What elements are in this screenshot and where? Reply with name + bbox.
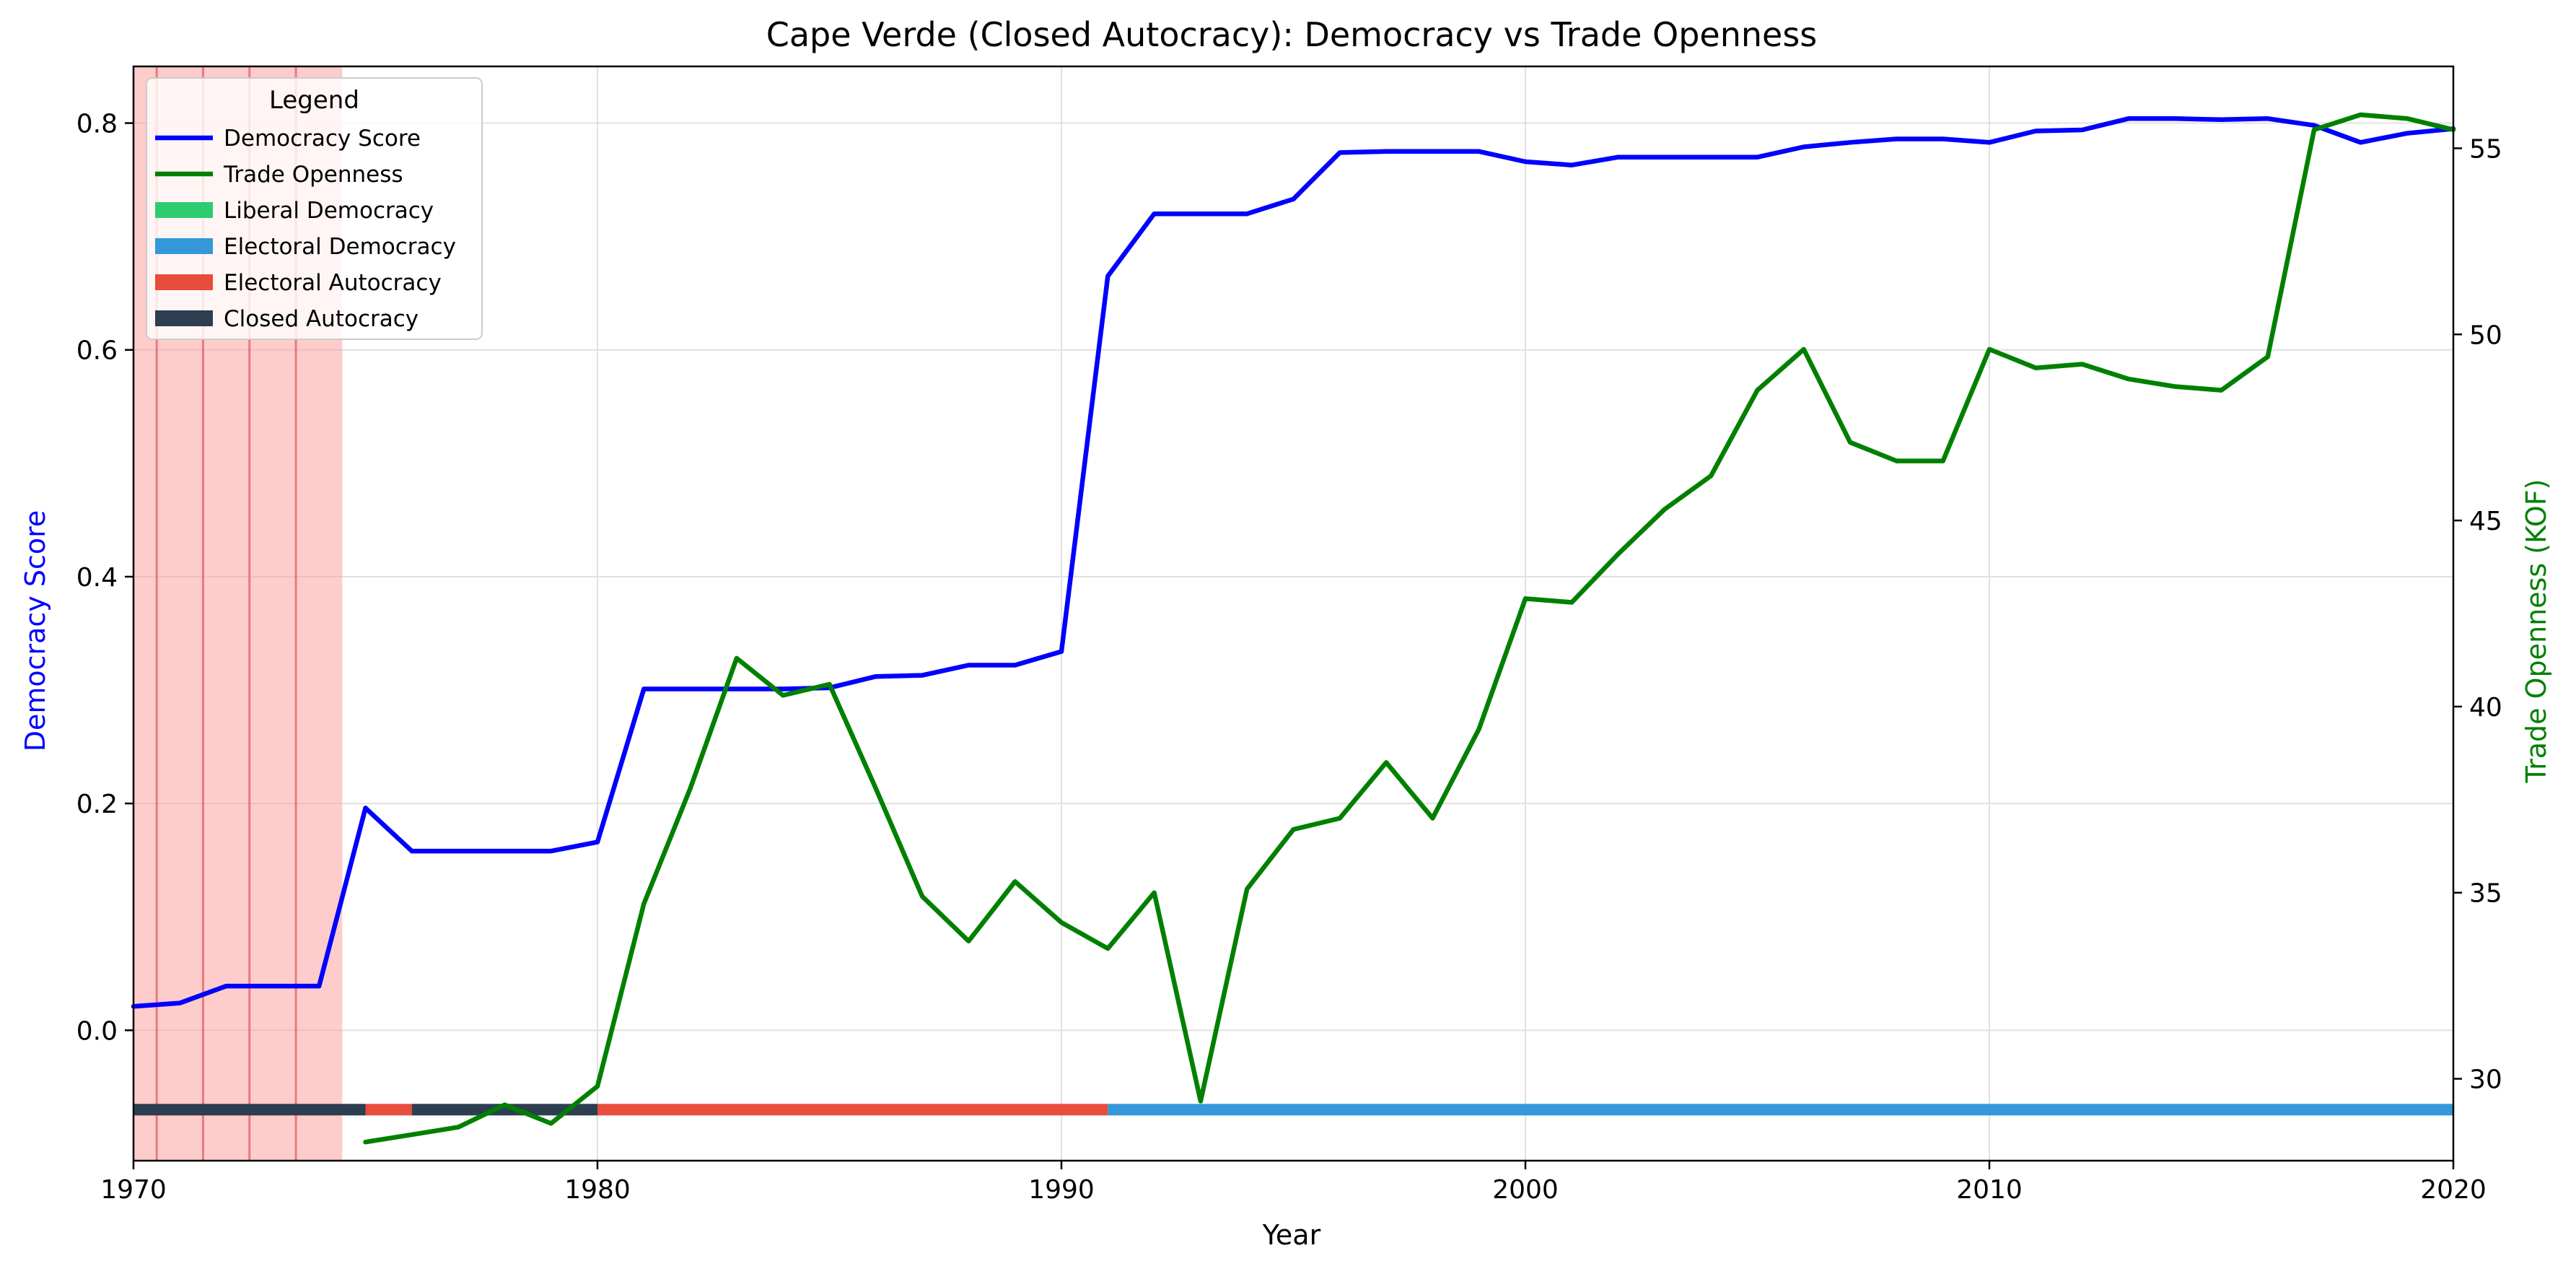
y-tick-label-right: 40 — [2469, 693, 2502, 723]
legend-swatch-electoral-democracy — [155, 238, 213, 254]
regime-bar-segment — [1108, 1104, 2453, 1116]
legend: Legend Democracy Score Trade Openness Liber… — [146, 77, 483, 340]
legend-label-electoral-autocracy: Electoral Autocracy — [224, 270, 442, 296]
legend-box — [146, 77, 483, 340]
chart-title: Cape Verde (Closed Autocracy): Democracy… — [766, 15, 1818, 54]
x-tick-label: 1990 — [1028, 1175, 1095, 1205]
legend-label-trade-openness: Trade Openness — [223, 162, 403, 188]
regime-bar-segment — [411, 1104, 597, 1116]
y-tick-label-right: 55 — [2469, 134, 2502, 164]
x-axis-label: Year — [1262, 1219, 1321, 1251]
x-tick-label: 2020 — [2420, 1175, 2487, 1205]
x-tick-label: 2010 — [1956, 1175, 2023, 1205]
y-tick-label-right: 45 — [2469, 507, 2502, 536]
legend-swatch-liberal-democracy — [155, 202, 213, 218]
series-line-democracy-score — [131, 116, 2456, 1009]
x-tick-label: 1970 — [100, 1175, 167, 1205]
legend-label-liberal-democracy: Liberal Democracy — [224, 198, 434, 224]
legend-swatch-electoral-autocracy — [155, 274, 213, 290]
y-axis-label-right: Trade Openness (KOF) — [2520, 479, 2552, 783]
y-tick-label-left: 0.0 — [76, 1016, 118, 1046]
legend-title: Legend — [269, 86, 359, 115]
legend-label-closed-autocracy: Closed Autocracy — [224, 306, 419, 332]
plot-frame — [132, 65, 2455, 1162]
y-tick-label-right: 35 — [2469, 879, 2502, 909]
x-tick-label: 1980 — [564, 1175, 631, 1205]
legend-label-democracy-score: Democracy Score — [224, 126, 421, 152]
legend-swatch-closed-autocracy — [155, 310, 213, 326]
regime-bar-segment — [365, 1104, 412, 1116]
regime-bar-segment — [133, 1104, 366, 1116]
y-tick-label-left: 0.8 — [76, 110, 118, 139]
y-tick-label-right: 50 — [2469, 320, 2502, 350]
y-axis-label-left: Democracy Score — [19, 510, 51, 752]
regime-bar-segment — [597, 1104, 1108, 1116]
y-tick-label-left: 0.2 — [76, 790, 118, 819]
y-tick-label-left: 0.4 — [76, 563, 118, 593]
y-tick-label-right: 30 — [2469, 1065, 2502, 1095]
series-line-trade-openness — [363, 112, 2456, 1145]
y-tick-label-left: 0.6 — [76, 336, 118, 366]
x-tick-label: 2000 — [1492, 1175, 1559, 1205]
legend-label-electoral-democracy: Electoral Democracy — [224, 234, 456, 260]
